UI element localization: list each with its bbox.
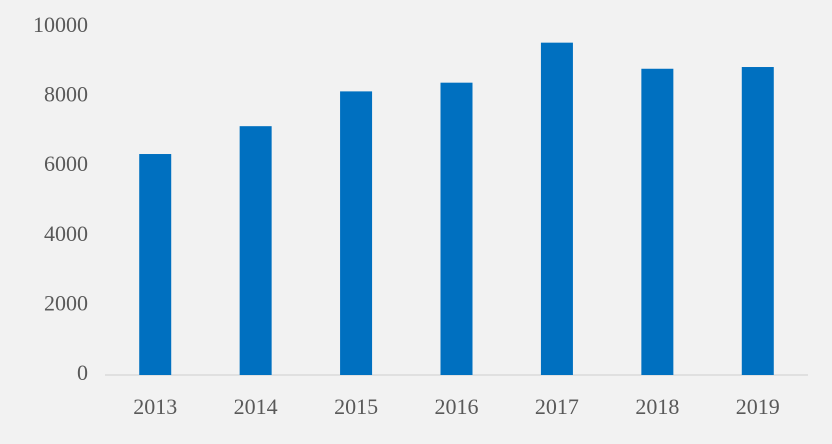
x-tick-label: 2016 <box>435 394 479 419</box>
bar <box>741 67 774 376</box>
y-tick-label: 4000 <box>44 221 88 246</box>
x-tick-label: 2013 <box>133 394 177 419</box>
y-tick-label: 8000 <box>44 82 88 107</box>
x-tick-label: 2015 <box>334 394 378 419</box>
bar <box>239 126 272 376</box>
y-tick-label: 10000 <box>33 12 88 37</box>
x-tick-label: 2018 <box>635 394 679 419</box>
x-tick-label: 2014 <box>234 394 278 419</box>
y-tick-label: 0 <box>77 360 88 385</box>
x-tick-label: 2019 <box>736 394 780 419</box>
bar <box>340 91 373 375</box>
y-tick-label: 2000 <box>44 290 88 315</box>
bar <box>641 68 674 375</box>
bar <box>139 154 172 375</box>
y-tick-label: 6000 <box>44 151 88 176</box>
bar <box>440 82 473 376</box>
bar <box>540 42 573 375</box>
x-tick-label: 2017 <box>535 394 579 419</box>
